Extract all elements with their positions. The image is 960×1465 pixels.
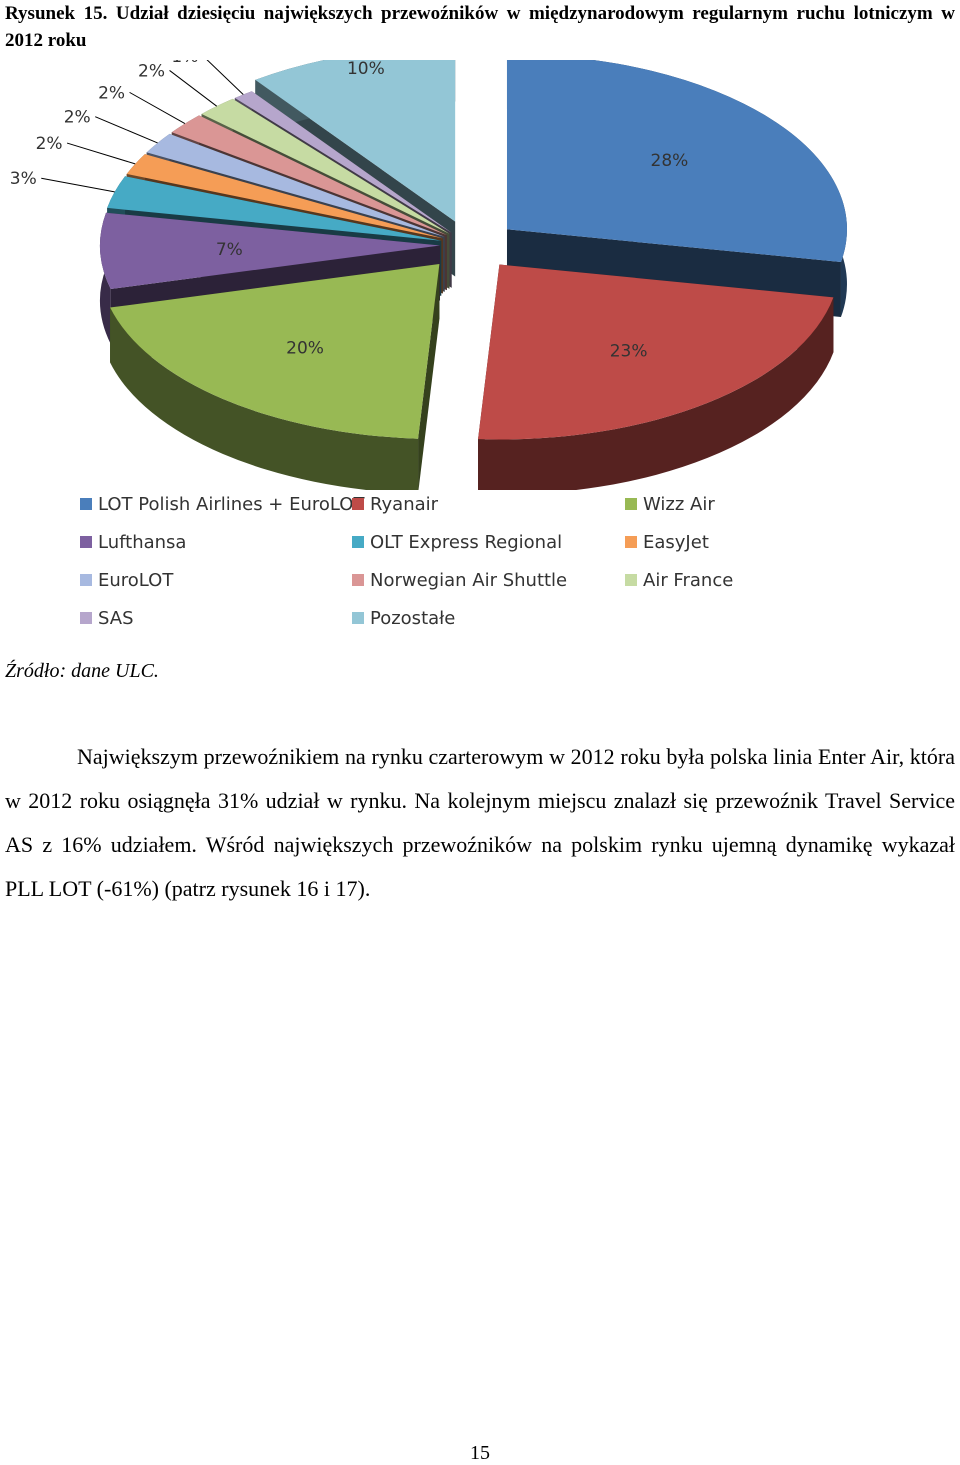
legend-item: EasyJet xyxy=(625,528,709,556)
legend-swatch xyxy=(80,536,92,548)
legend-label: Norwegian Air Shuttle xyxy=(370,569,568,591)
legend-label: Lufthansa xyxy=(98,531,187,553)
legend-swatch xyxy=(352,612,364,624)
legend-swatch xyxy=(352,574,364,586)
data-label-3: 7% xyxy=(216,240,243,260)
legend-swatch xyxy=(80,574,92,586)
data-label-6: 2% xyxy=(64,108,91,128)
leader-line-6 xyxy=(95,116,158,144)
slice-rim-1 xyxy=(478,297,834,490)
data-labels: 28%23%20%7%3%2%2%2%2%1%10% xyxy=(10,60,689,361)
legend-item: Air France xyxy=(625,566,733,594)
legend-label: Pozostałe xyxy=(370,607,456,629)
data-label-10: 10% xyxy=(347,60,385,79)
legend-item: LOT Polish Airlines + EuroLOT xyxy=(80,490,364,518)
slice-side-2 xyxy=(418,264,440,490)
legend-swatch xyxy=(352,498,364,510)
slice-6 xyxy=(146,133,445,237)
page-number: 15 xyxy=(470,1442,490,1464)
legend-label: Ryanair xyxy=(370,493,439,515)
data-label-8: 2% xyxy=(138,61,165,81)
legend-label: LOT Polish Airlines + EuroLOT xyxy=(98,493,365,515)
slice-9 xyxy=(234,91,452,233)
legend-swatch xyxy=(80,612,92,624)
leader-line-9 xyxy=(206,60,244,95)
pie-tops xyxy=(100,60,847,440)
data-label-4: 3% xyxy=(10,169,37,189)
data-label-2: 20% xyxy=(286,339,324,359)
legend-label: EuroLOT xyxy=(98,569,174,591)
slice-rim-2 xyxy=(110,307,419,490)
legend-swatch xyxy=(625,536,637,548)
data-label-7: 2% xyxy=(98,83,125,103)
pie-chart: 28%23%20%7%3%2%2%2%2%1%10% xyxy=(10,60,847,490)
leader-line-7 xyxy=(129,91,186,125)
legend-swatch xyxy=(80,498,92,510)
slice-0 xyxy=(506,60,847,263)
legend-label: Air France xyxy=(643,569,734,591)
slice-1 xyxy=(478,264,834,440)
data-label-9: 1% xyxy=(171,60,198,67)
legend-label: SAS xyxy=(98,607,134,629)
legend-item: Norwegian Air Shuttle xyxy=(352,566,567,594)
legend-item: Pozostałe xyxy=(352,604,455,632)
leader-line-4 xyxy=(41,177,115,193)
legend-item: Ryanair xyxy=(352,490,438,518)
legend-swatch xyxy=(625,498,637,510)
leader-line-5 xyxy=(66,142,136,165)
chart-legend: LOT Polish Airlines + EuroLOT Ryanair Wizz… xyxy=(80,490,800,640)
slice-4 xyxy=(107,176,442,241)
slice-5 xyxy=(126,154,443,239)
legend-label: EasyJet xyxy=(643,531,709,553)
slice-10 xyxy=(255,60,456,222)
source-note: Źródło: dane ULC. xyxy=(5,660,159,682)
slice-7 xyxy=(171,115,447,236)
data-label-0: 28% xyxy=(651,151,689,171)
slice-3 xyxy=(100,212,441,290)
legend-item: Wizz Air xyxy=(625,490,715,518)
figure-caption: Rysunek 15. Udział dziesięciu największy… xyxy=(5,3,955,51)
leader-lines xyxy=(41,60,244,193)
legend-swatch xyxy=(352,536,364,548)
data-label-5: 2% xyxy=(36,134,63,154)
data-label-1: 23% xyxy=(610,341,648,361)
slice-8 xyxy=(201,98,450,234)
leader-line-8 xyxy=(169,70,218,107)
legend-item: Lufthansa xyxy=(80,528,186,556)
legend-swatch xyxy=(625,574,637,586)
legend-item: OLT Express Regional xyxy=(352,528,562,556)
legend-label: Wizz Air xyxy=(643,493,715,515)
legend-label: OLT Express Regional xyxy=(370,531,563,553)
body-paragraph: Największym przewoźnikiem na rynku czart… xyxy=(5,744,955,901)
legend-item: SAS xyxy=(80,604,134,632)
legend-item: EuroLOT xyxy=(80,566,173,594)
slice-2 xyxy=(110,264,440,439)
